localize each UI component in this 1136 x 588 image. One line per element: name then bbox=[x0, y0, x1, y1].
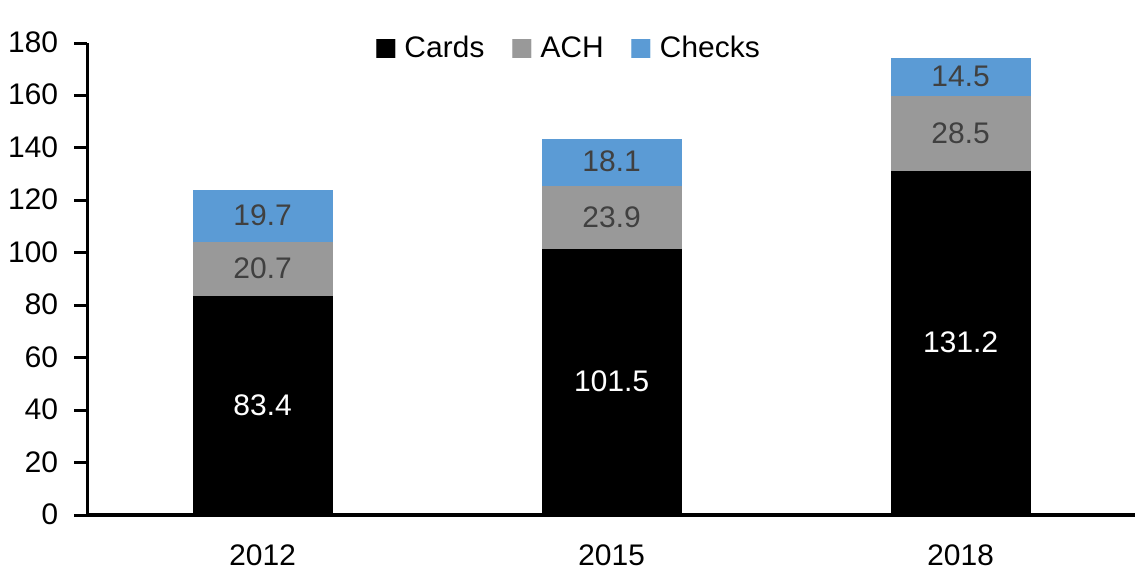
legend-swatch-icon bbox=[512, 38, 532, 58]
bar-segment-checks-2015: 18.1 bbox=[541, 138, 682, 187]
bar-segment-cards-2018: 131.2 bbox=[890, 170, 1031, 515]
x-tick-label: 2015 bbox=[578, 539, 645, 572]
bar-segment-ach-2012: 20.7 bbox=[192, 242, 333, 297]
bar-segment-label: 14.5 bbox=[931, 60, 990, 94]
legend-item-ach: ACH bbox=[512, 31, 604, 64]
y-tick-mark bbox=[74, 408, 87, 412]
y-axis-line bbox=[86, 43, 89, 515]
bar-segment-cards-2015: 101.5 bbox=[541, 248, 682, 515]
y-tick-label: 80 bbox=[24, 288, 58, 322]
bar-segment-ach-2018: 28.5 bbox=[890, 96, 1031, 171]
legend-label: ACH bbox=[540, 31, 604, 64]
y-tick-label: 180 bbox=[7, 26, 58, 59]
bar-segment-label: 83.4 bbox=[233, 388, 292, 422]
y-tick-mark bbox=[74, 146, 87, 150]
y-tick-label: 160 bbox=[7, 78, 58, 112]
legend-swatch-icon bbox=[631, 38, 651, 58]
bar-segment-ach-2015: 23.9 bbox=[541, 186, 682, 249]
bar-segment-label: 20.7 bbox=[233, 252, 292, 286]
y-tick-label: 20 bbox=[24, 445, 58, 479]
bar-segment-label: 131.2 bbox=[922, 325, 999, 359]
x-tick-label: 2018 bbox=[927, 539, 994, 572]
bar-segment-label: 23.9 bbox=[582, 200, 641, 234]
y-tick-label: 100 bbox=[7, 235, 58, 269]
y-tick-mark bbox=[74, 198, 87, 202]
y-tick-mark bbox=[74, 41, 87, 45]
bar-segment-cards-2012: 83.4 bbox=[192, 296, 333, 515]
y-tick-mark bbox=[74, 93, 87, 97]
y-tick-mark bbox=[74, 513, 87, 517]
legend-swatch-icon bbox=[376, 38, 396, 58]
y-tick-label: 0 bbox=[41, 498, 58, 531]
legend-label: Cards bbox=[404, 31, 485, 64]
legend: Cards ACH Checks bbox=[376, 31, 760, 64]
legend-label: Checks bbox=[659, 31, 760, 64]
bar-segment-label: 101.5 bbox=[573, 364, 650, 398]
bar-segment-checks-2012: 19.7 bbox=[192, 190, 333, 243]
y-tick-mark bbox=[74, 303, 87, 307]
bar-segment-label: 28.5 bbox=[931, 116, 990, 150]
y-tick-label: 60 bbox=[24, 340, 58, 374]
y-tick-mark bbox=[74, 356, 87, 360]
legend-item-checks: Checks bbox=[631, 31, 760, 64]
y-tick-mark bbox=[74, 461, 87, 465]
legend-item-cards: Cards bbox=[376, 33, 484, 63]
bar-segment-label: 18.1 bbox=[582, 145, 641, 179]
x-tick-label: 2012 bbox=[229, 539, 296, 572]
y-tick-label: 120 bbox=[7, 183, 58, 217]
y-tick-label: 40 bbox=[24, 393, 58, 427]
bar-segment-checks-2018: 14.5 bbox=[890, 58, 1031, 97]
bar-segment-label: 19.7 bbox=[233, 199, 292, 233]
x-axis-line bbox=[86, 513, 1135, 517]
y-tick-label: 140 bbox=[7, 130, 58, 164]
y-tick-mark bbox=[74, 251, 87, 255]
